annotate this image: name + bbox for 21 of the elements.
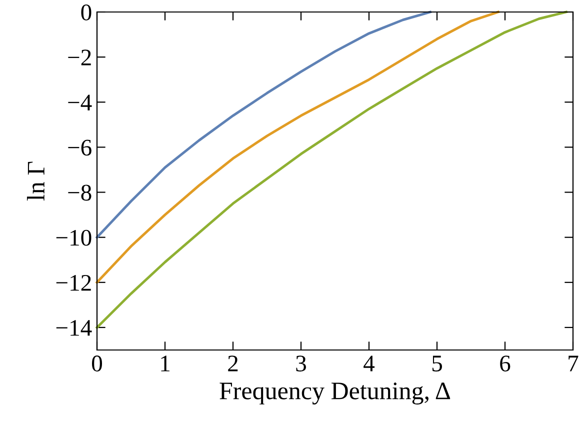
y-tick-label: −6 (68, 140, 92, 156)
line-series (96, 10, 568, 329)
x-tick-label: 6 (500, 356, 510, 372)
y-tick-label: 0 (81, 4, 92, 20)
y-axis-title: ln Γ (26, 162, 44, 201)
y-tick-label: −8 (68, 184, 92, 201)
y-tick-label: −2 (68, 50, 91, 66)
x-axis-title: Frequency Detuning, Δ (220, 382, 450, 404)
y-tick-label: −4 (68, 94, 92, 110)
x-tick-label: 3 (296, 356, 306, 372)
line-series (96, 10, 500, 284)
y-tick-label: −10 (56, 230, 92, 246)
y-tick-label: −14 (56, 320, 92, 336)
x-tick-label: 4 (364, 356, 375, 372)
x-tick-label: 7 (568, 356, 578, 372)
line-series (96, 10, 432, 239)
x-tick-label: 5 (432, 356, 442, 372)
y-tick-label: −12 (56, 274, 91, 291)
x-tick-label: 2 (228, 356, 238, 372)
x-tick-label: 1 (161, 356, 170, 372)
x-tick-label: 0 (92, 356, 102, 372)
